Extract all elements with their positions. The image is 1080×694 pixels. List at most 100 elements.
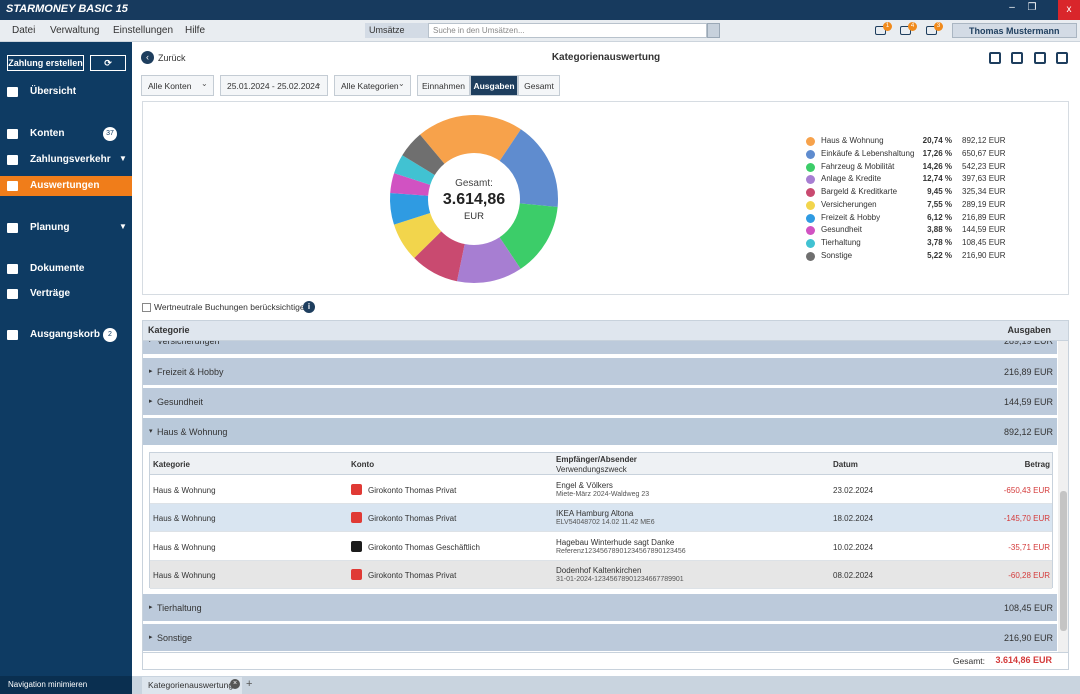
- view-tab[interactable]: Einnahmen: [417, 75, 470, 96]
- new-tab[interactable]: +: [246, 678, 253, 690]
- sidebar-item[interactable]: Planung: [30, 222, 70, 233]
- info-icon[interactable]: i: [303, 301, 315, 313]
- view-tab[interactable]: Ausgaben: [470, 75, 518, 96]
- detail-header-cell: Datum: [833, 460, 858, 469]
- detail-payee: Hagebau Winterhude sagt Danke: [556, 537, 675, 547]
- donut-slice: [394, 155, 435, 185]
- category-group-row[interactable]: ▸ Gesundheit 144,59 EUR: [143, 388, 1057, 416]
- dropdown-caret: ⌄: [315, 79, 322, 88]
- group-name: Haus & Wohnung: [157, 427, 228, 437]
- category-group-row[interactable]: ▸ Sonstige 216,90 EUR: [143, 624, 1057, 652]
- legend-share: 5,22 %: [927, 250, 952, 260]
- total-caption: Gesamt:: [455, 178, 493, 189]
- sidebar-item[interactable]: Dokumente: [30, 263, 85, 274]
- legend-share: 12,74 %: [922, 174, 952, 184]
- detail-row[interactable]: Haus & Wohnung Girokonto Thomas Privat Dod…: [150, 560, 1052, 589]
- detail-row[interactable]: Haus & Wohnung Girokonto Thomas Geschäftl…: [150, 532, 1052, 561]
- group-amount: 108,45 EUR: [1003, 603, 1053, 613]
- legend-dot: [806, 162, 815, 172]
- menu-item[interactable]: Einstellungen: [113, 25, 174, 36]
- scrollbar-thumb[interactable]: [1060, 491, 1067, 631]
- category-group-row[interactable]: ▸ Versicherungen 289,19 EUR: [143, 341, 1057, 355]
- sidebar-item[interactable]: Verträge: [30, 288, 71, 299]
- notification-badge: 1: [883, 22, 892, 31]
- detail-date: 18.02.2024: [833, 514, 874, 524]
- search-button[interactable]: [707, 23, 720, 38]
- create-payment-button[interactable]: Zahlung erstellen: [7, 55, 84, 71]
- checkbox-label[interactable]: Wertneutrale Buchungen berücksichtigen: [154, 302, 310, 312]
- filter-dropdown[interactable]: Alle Konten: [141, 75, 214, 96]
- document-tab[interactable]: Kategorienauswertung: [142, 677, 242, 694]
- detail-header-cell: Betrag: [1024, 460, 1050, 469]
- menu-item[interactable]: Datei: [12, 25, 36, 36]
- legend-amount: 542,23 EUR: [962, 161, 1006, 171]
- legend-name: Versicherungen: [821, 199, 877, 209]
- detail-category: Haus & Wohnung: [153, 514, 216, 524]
- notification-badge: 4: [908, 22, 917, 31]
- detail-header-cell: Konto: [351, 460, 375, 469]
- close-button[interactable]: x: [1058, 0, 1080, 20]
- category-group-row[interactable]: ▸ Freizeit & Hobby 216,89 EUR: [143, 358, 1057, 386]
- sidebar-item[interactable]: Konten: [30, 128, 65, 139]
- category-group-row[interactable]: ▸ Tierhaltung 108,45 EUR: [143, 594, 1057, 622]
- category-group-row[interactable]: ▾ Haus & Wohnung 892,12 EUR: [143, 418, 1057, 446]
- detail-header-cell: Empfänger/Absender: [556, 455, 637, 464]
- legend-name: Fahrzeug & Mobilität: [821, 161, 895, 171]
- menu-item[interactable]: Hilfe: [185, 25, 206, 36]
- legend-share: 7,55 %: [927, 199, 952, 209]
- window-button[interactable]: –: [1009, 2, 1015, 13]
- table-body: ▸ Versicherungen 289,19 EUR ▸ Freizeit & Hob…: [142, 341, 1069, 652]
- minimize-bar[interactable]: [0, 676, 132, 694]
- legend-share: 14,26 %: [922, 161, 952, 171]
- back-link[interactable]: Zurück: [158, 53, 186, 63]
- user-box[interactable]: Thomas Mustermann: [952, 23, 1077, 38]
- sidebar-icon: [7, 155, 18, 165]
- legend-amount: 289,19 EUR: [962, 199, 1006, 209]
- view-tab[interactable]: Gesamt: [518, 75, 560, 96]
- sidebar-item[interactable]: Zahlungsverkehr: [30, 154, 111, 165]
- footer-label: Gesamt:: [952, 656, 985, 666]
- donut-slice: [499, 129, 558, 207]
- group-toggle: ▸: [149, 398, 153, 405]
- search-scope[interactable]: Umsätze: [365, 23, 428, 38]
- action-icon[interactable]: [1011, 52, 1023, 64]
- group-name: Tierhaltung: [157, 603, 202, 613]
- legend-name: Gesundheit: [821, 225, 862, 235]
- legend-amount: 325,34 EUR: [962, 187, 1006, 196]
- detail-date: 23.02.2024: [833, 486, 874, 495]
- detail-payee: IKEA Hamburg Altona: [556, 509, 634, 519]
- back-icon[interactable]: ‹: [141, 51, 154, 64]
- group-name: Sonstige: [157, 633, 193, 643]
- window-button[interactable]: ❐: [1027, 2, 1037, 13]
- sidebar-icon: [7, 330, 18, 340]
- detail-header-cell: Kategorie: [153, 460, 190, 469]
- legend-amount: 650,67 EUR: [962, 148, 1006, 158]
- refresh-button[interactable]: ⟳: [90, 55, 126, 71]
- detail-account: Girokonto Thomas Privat: [368, 570, 457, 580]
- filter-dropdown[interactable]: Alle Kategorien: [334, 75, 411, 96]
- filter-dropdown[interactable]: 25.01.2024 - 25.02.2024: [220, 75, 328, 96]
- action-icon[interactable]: [1056, 52, 1068, 64]
- action-icon[interactable]: [989, 52, 1001, 64]
- legend-name: Haus & Wohnung: [821, 136, 884, 145]
- detail-category: Haus & Wohnung: [153, 486, 216, 495]
- sidebar-item[interactable]: Übersicht: [30, 86, 77, 97]
- detail-row[interactable]: Haus & Wohnung Girokonto Thomas Privat Eng…: [150, 476, 1052, 504]
- menu-item[interactable]: Verwaltung: [50, 25, 100, 36]
- checkbox[interactable]: [142, 303, 151, 312]
- detail-purpose: Miete-März 2024-Waldweg 23: [556, 491, 650, 498]
- legend-share: 3,88 %: [927, 225, 952, 235]
- sidebar-icon: [7, 87, 18, 97]
- group-amount: 216,90 EUR: [1003, 633, 1053, 643]
- minimize-label[interactable]: Navigation minimieren: [8, 680, 88, 689]
- search-input[interactable]: Suche in den Umsätzen...: [428, 23, 707, 38]
- action-icon[interactable]: [1034, 52, 1046, 64]
- legend-dot: [806, 175, 815, 185]
- sidebar-item[interactable]: Auswertungen: [30, 180, 100, 191]
- detail-account: Girokonto Thomas Privat: [368, 486, 457, 495]
- tab-close[interactable]: ×: [230, 679, 240, 689]
- sidebar-item[interactable]: Ausgangskorb: [30, 329, 101, 340]
- detail-row[interactable]: Haus & Wohnung Girokonto Thomas Privat IKE…: [150, 504, 1052, 533]
